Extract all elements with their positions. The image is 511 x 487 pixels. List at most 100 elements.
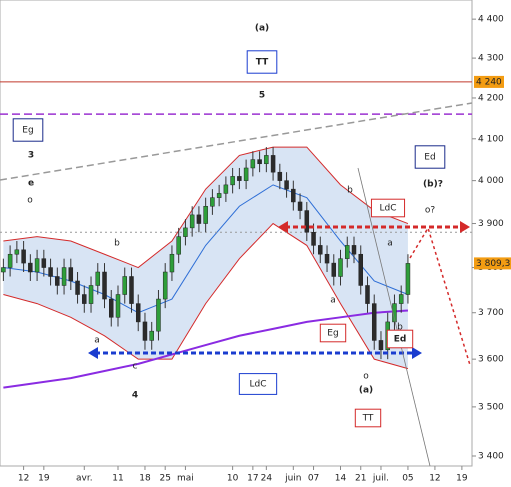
price-tag-label: 4 240 bbox=[476, 77, 502, 87]
candle-body bbox=[88, 285, 94, 304]
annotation: c bbox=[133, 362, 138, 372]
candle-body bbox=[115, 294, 121, 318]
annotation: 4 bbox=[132, 391, 138, 401]
chart-layer bbox=[0, 81, 472, 389]
arrow-head bbox=[460, 221, 470, 233]
candle-body bbox=[183, 227, 188, 237]
candle-body bbox=[34, 258, 40, 273]
candle-body bbox=[162, 271, 168, 300]
x-tick-label: 17 bbox=[247, 474, 258, 484]
y-tick-label: 4 400 bbox=[478, 15, 504, 25]
candle-body bbox=[41, 258, 47, 268]
x-tick-label: 11 bbox=[112, 474, 123, 484]
candle-body bbox=[277, 171, 283, 181]
candle-body bbox=[358, 253, 363, 286]
candle-body bbox=[223, 184, 229, 194]
candle-body bbox=[109, 298, 114, 318]
arrow-head bbox=[278, 221, 288, 233]
candle-body bbox=[304, 210, 310, 233]
y-tick-label: 4 200 bbox=[478, 93, 504, 103]
annotation-box bbox=[12, 118, 44, 142]
candle-body bbox=[102, 271, 107, 300]
annotation: Ed bbox=[424, 153, 435, 163]
annotation: LdC bbox=[249, 380, 266, 390]
candle-body bbox=[311, 231, 316, 246]
x-tick-label: 05 bbox=[402, 474, 413, 484]
annotation: a bbox=[330, 296, 336, 306]
candle-body bbox=[297, 201, 303, 211]
candle-body bbox=[95, 271, 101, 286]
y-tick-label: 3 900 bbox=[478, 219, 504, 229]
x-tick-label: juil. bbox=[372, 474, 389, 484]
candle-body bbox=[371, 303, 377, 341]
candle-body bbox=[149, 330, 154, 341]
annotation: b bbox=[397, 323, 403, 333]
annotation: LdC bbox=[379, 204, 396, 214]
x-tick-label: 14 bbox=[335, 474, 347, 484]
candle-body bbox=[75, 280, 80, 295]
annotation: o? bbox=[425, 206, 436, 216]
candle-body bbox=[61, 267, 67, 286]
candle-body bbox=[398, 294, 404, 304]
annotation: o bbox=[27, 196, 33, 206]
candle-body bbox=[203, 205, 208, 224]
annotation: (a) bbox=[255, 24, 269, 34]
annotation: 3 bbox=[28, 151, 34, 161]
annotation-box bbox=[246, 50, 278, 74]
band-line bbox=[3, 309, 409, 389]
price-tag bbox=[474, 75, 504, 88]
x-tick-label: 21 bbox=[355, 474, 366, 484]
candle-body bbox=[14, 249, 20, 255]
candle-body bbox=[284, 180, 289, 190]
x-tick-label: 25 bbox=[159, 474, 170, 484]
arrow-head bbox=[88, 347, 98, 359]
annotation: a bbox=[94, 336, 100, 346]
candle-body bbox=[48, 267, 53, 277]
trend-line bbox=[357, 167, 431, 467]
candle-body bbox=[176, 236, 181, 255]
annotation-box bbox=[238, 373, 278, 395]
candle-body bbox=[21, 249, 26, 264]
candle-body bbox=[196, 214, 202, 224]
x-tick-label: avr. bbox=[76, 474, 93, 484]
y-tick-label: 3 700 bbox=[478, 308, 504, 318]
annotation: TT bbox=[256, 58, 269, 68]
annotation: b bbox=[347, 186, 353, 196]
candle-body bbox=[250, 159, 256, 169]
candle-body bbox=[270, 155, 276, 173]
annotation: Eg bbox=[327, 329, 338, 339]
band-line bbox=[3, 222, 409, 370]
x-tick-label: 12 bbox=[429, 474, 440, 484]
x-tick-label: 10 bbox=[227, 474, 239, 484]
band-line bbox=[3, 146, 409, 269]
candle-body bbox=[264, 155, 269, 165]
y-tick-label: 4 000 bbox=[478, 176, 504, 186]
x-tick-label: 19 bbox=[456, 474, 468, 484]
candle-body bbox=[365, 285, 370, 304]
candle-body bbox=[351, 245, 357, 255]
candle-body bbox=[291, 188, 296, 203]
price-tag bbox=[474, 257, 511, 270]
y-tick-label: 3 500 bbox=[478, 402, 504, 412]
y-tick-label: 3 400 bbox=[478, 452, 504, 462]
candle-body bbox=[378, 340, 384, 351]
x-tick-label: 19 bbox=[38, 474, 50, 484]
arrow-head bbox=[412, 347, 422, 359]
annotation: (b)? bbox=[423, 180, 443, 190]
annotation-box bbox=[370, 198, 406, 218]
annotation: (a) bbox=[359, 386, 373, 396]
x-tick-label: juin bbox=[284, 474, 301, 484]
annotation: Ed bbox=[394, 335, 407, 345]
candle-body bbox=[1, 267, 6, 273]
candle-body bbox=[156, 298, 161, 332]
y-tick-label: 4 300 bbox=[478, 54, 504, 64]
annotation: a bbox=[387, 239, 393, 249]
x-tick-label: mai bbox=[177, 474, 194, 484]
candle-body bbox=[135, 303, 141, 323]
candle-body bbox=[210, 197, 215, 207]
candle-body bbox=[55, 276, 60, 286]
candle-body bbox=[189, 214, 195, 229]
candle-body bbox=[331, 262, 337, 277]
x-tick-label: 07 bbox=[308, 474, 319, 484]
